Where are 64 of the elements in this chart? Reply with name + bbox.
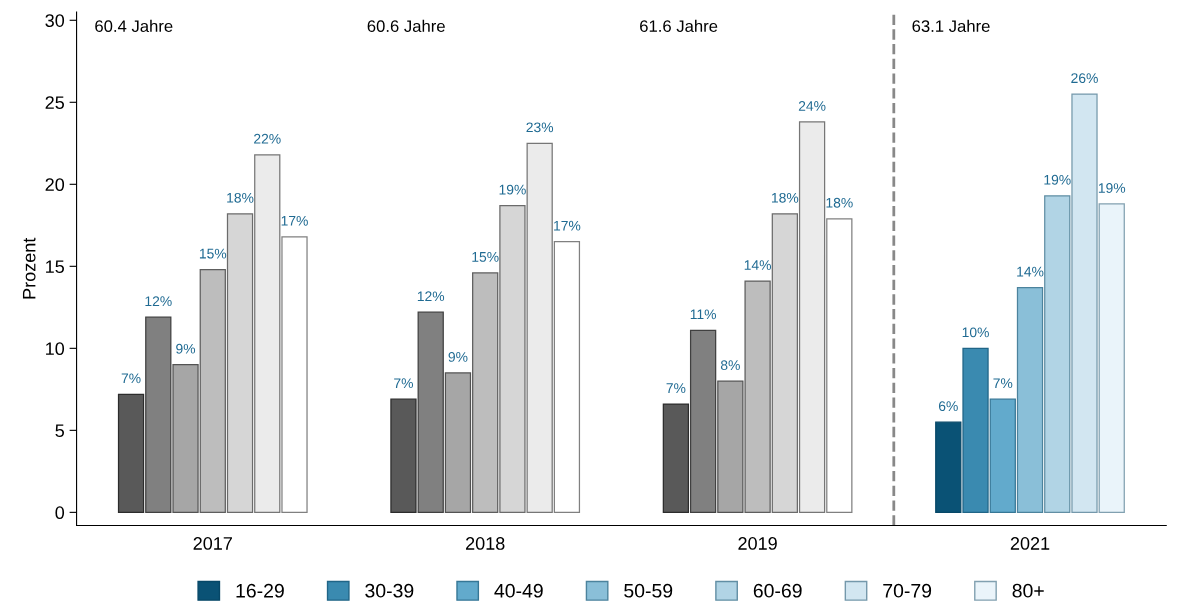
data-label: 19% xyxy=(499,184,526,195)
data-label: 7% xyxy=(666,383,686,393)
data-label: 15% xyxy=(472,252,499,262)
bar xyxy=(1071,93,1098,513)
data-label: 17% xyxy=(281,215,308,226)
legend-label: 30-39 xyxy=(365,583,414,598)
data-label: 22% xyxy=(254,133,281,144)
x-tick-label: 2021 xyxy=(1010,537,1050,550)
bar xyxy=(1016,287,1044,513)
data-label: 23% xyxy=(526,122,554,133)
y-tick-label: 15 xyxy=(46,260,65,274)
annotation: 60.6 Jahre xyxy=(367,19,445,33)
bar xyxy=(989,398,1016,513)
y-tick-label: 5 xyxy=(55,424,65,438)
data-label: 9% xyxy=(176,343,196,354)
bar xyxy=(935,421,962,513)
bar xyxy=(662,403,690,513)
annotation: 63.1 Jahre xyxy=(912,19,990,33)
y-tick-label: 20 xyxy=(45,178,65,192)
data-label: 18% xyxy=(772,192,799,203)
data-label: 19% xyxy=(1044,174,1071,185)
data-label: 11% xyxy=(690,309,717,320)
data-label: 18% xyxy=(826,197,853,208)
annotation: 61.6 Jahre xyxy=(640,19,718,33)
data-label: 24% xyxy=(798,101,826,111)
data-label: 8% xyxy=(720,360,740,371)
bar xyxy=(390,398,417,513)
y-tick-label: 10 xyxy=(46,342,65,356)
bar xyxy=(689,329,717,513)
y-tick-label: 30 xyxy=(45,14,65,27)
data-label: 14% xyxy=(744,260,772,270)
data-label: 7% xyxy=(121,373,141,384)
bar xyxy=(962,347,989,513)
data-label: 10% xyxy=(962,327,989,338)
bar xyxy=(1098,203,1125,513)
legend-label: 40-49 xyxy=(494,583,543,598)
y-tick-label: 0 xyxy=(55,506,65,520)
bar xyxy=(417,311,444,513)
annotation: 60.4 Jahre xyxy=(95,19,173,33)
legend-label: 70-79 xyxy=(883,583,932,598)
y-axis-title: Prozent xyxy=(22,237,36,299)
y-tick-label: 25 xyxy=(45,96,65,110)
data-label: 6% xyxy=(938,401,958,412)
data-label: 12% xyxy=(417,291,445,302)
x-tick-label: 2019 xyxy=(738,537,777,550)
data-label: 12% xyxy=(145,296,172,307)
bar xyxy=(117,393,145,513)
data-label: 17% xyxy=(554,220,581,231)
bar xyxy=(145,316,172,513)
legend-label: 60-69 xyxy=(753,583,802,598)
data-label: 26% xyxy=(1071,73,1098,84)
x-tick-label: 2018 xyxy=(466,537,505,550)
x-tick-label: 2017 xyxy=(193,537,232,550)
data-label: 14% xyxy=(1017,266,1044,277)
data-label: 7% xyxy=(993,378,1013,389)
data-label: 7% xyxy=(394,378,414,389)
legend-label: 80+ xyxy=(1012,583,1044,598)
data-label: 19% xyxy=(1098,183,1126,193)
legend-label: 16-29 xyxy=(236,583,284,598)
data-label: 15% xyxy=(199,248,227,259)
data-label: 9% xyxy=(448,352,468,362)
data-label: 18% xyxy=(227,192,254,203)
legend-label: 50-59 xyxy=(624,583,673,598)
bar xyxy=(1044,195,1071,513)
